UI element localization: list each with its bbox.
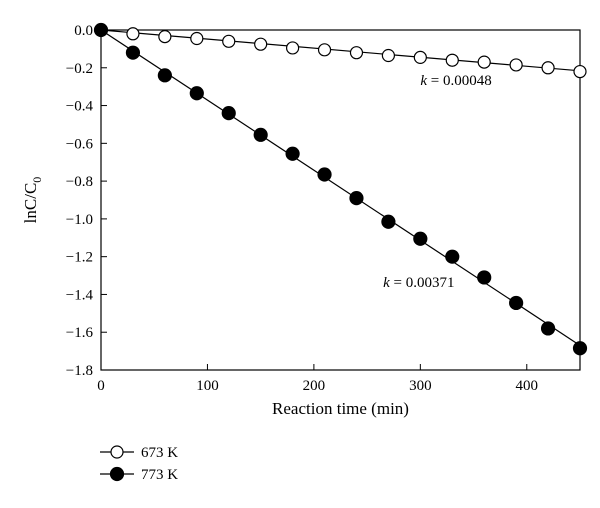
plot-frame: [100, 29, 581, 371]
rate-constant-value: = 0.00048: [427, 73, 492, 89]
legend: 673 K 773 K: [100, 445, 178, 483]
data-point-series-1: [190, 31, 204, 46]
data-point-series-1: [445, 53, 459, 67]
y-tick-label: −1.0: [66, 212, 93, 228]
data-point-series-2: [93, 22, 109, 38]
legend-label: 773 K: [141, 467, 178, 483]
data-point-series-2: [413, 231, 428, 246]
x-tick-label: 200: [303, 378, 326, 394]
fit-line-series-2: [100, 29, 581, 346]
data-point-series-2: [349, 191, 364, 206]
legend-marker: [110, 445, 124, 459]
data-point-series-1: [541, 61, 555, 75]
x-tick-label: 300: [409, 378, 432, 394]
data-point-series-1: [254, 37, 268, 51]
y-axis-title: lnC/C0: [21, 177, 44, 224]
legend-marker: [109, 466, 125, 482]
axes: 0 100 200 300 400 0.0 −0.2 −0.4 −0.6 −0.8 −1.0 −1.2…: [66, 23, 538, 394]
data-point-series-1: [286, 41, 300, 55]
x-axis-title: Reaction time (min): [272, 399, 409, 418]
y-tick-label: −1.2: [66, 250, 93, 266]
data-point-series-1: [573, 64, 587, 79]
data-point-series-2: [540, 321, 556, 336]
y-axis-title-subscript: 0: [30, 177, 44, 183]
y-tick-label: −0.6: [66, 136, 94, 152]
data-point-series-1: [126, 27, 140, 41]
data-point-series-1: [509, 58, 523, 72]
data-point-series-2: [317, 167, 332, 182]
data-point-series-1: [158, 30, 172, 44]
data-point-series-2: [572, 341, 588, 356]
data-point-series-2: [253, 127, 268, 142]
y-tick-label: −0.8: [66, 174, 93, 190]
rate-constant-value: = 0.00371: [390, 275, 455, 291]
fit-line-series-1: [100, 29, 581, 72]
y-axis-title-main: lnC/C: [21, 183, 40, 224]
data-point-series-1: [317, 43, 332, 57]
data-point-series-2: [477, 270, 492, 285]
data-point-series-2: [445, 249, 460, 264]
rate-constant-symbol: k: [420, 73, 427, 89]
rate-constant-label: k = 0.00048: [420, 73, 491, 89]
legend-label: 673 K: [141, 445, 178, 461]
y-tick-label: −1.8: [66, 363, 93, 379]
y-tick-label: −0.4: [66, 99, 94, 115]
x-tick-label: 100: [196, 378, 219, 394]
data-point-series-2: [381, 214, 396, 229]
y-tick-label: 0.0: [74, 23, 93, 39]
data-point-series-2: [509, 295, 524, 311]
x-tick-label: 400: [516, 378, 539, 394]
plot-area: [100, 29, 581, 371]
y-tick-label: −1.6: [66, 325, 94, 341]
rate-constant-symbol: k: [383, 275, 390, 291]
data-point-series-2: [221, 106, 236, 121]
data-point-series-1: [381, 48, 395, 63]
data-points: [93, 22, 588, 356]
y-tick-label: −0.2: [66, 61, 93, 77]
x-tick-label: 0: [97, 378, 105, 394]
data-point-series-1: [222, 34, 236, 48]
data-point-series-2: [157, 68, 172, 83]
data-point-series-1: [477, 55, 491, 69]
data-point-series-2: [285, 146, 300, 161]
data-point-series-1: [413, 50, 427, 64]
data-point-series-1: [349, 46, 364, 60]
y-tick-label: −1.4: [66, 287, 94, 303]
data-point-series-2: [125, 45, 141, 60]
rate-constant-label: k = 0.00371: [383, 275, 454, 291]
fit-lines: [100, 29, 581, 346]
data-point-series-2: [189, 86, 204, 101]
